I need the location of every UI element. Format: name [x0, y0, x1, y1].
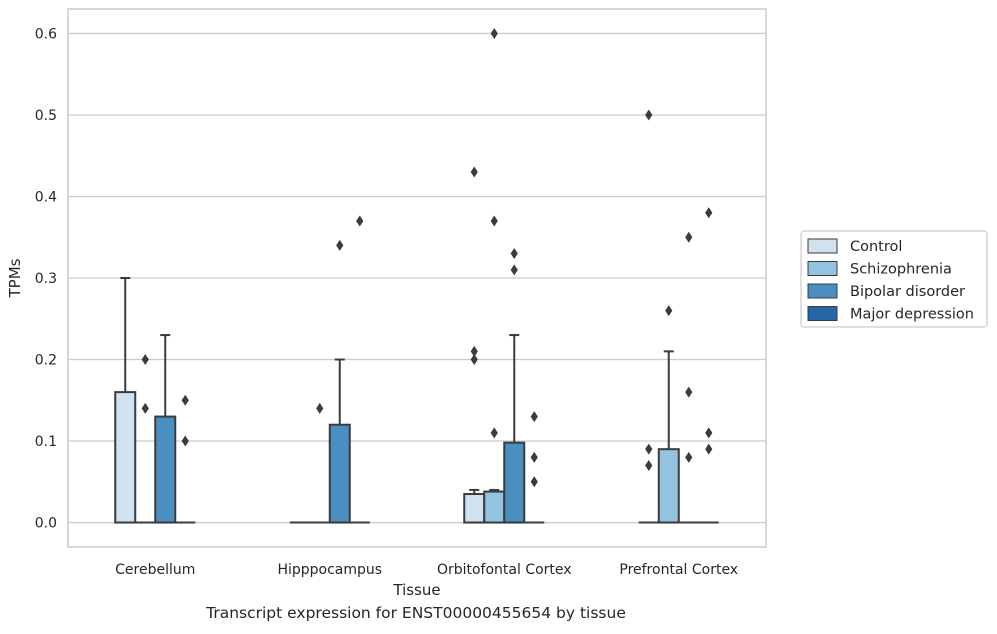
chart-caption: Transcript expression for ENST0000045565…: [206, 604, 626, 622]
legend-swatch: [807, 306, 838, 321]
outlier-point: [685, 231, 693, 243]
category-group: [463, 27, 545, 524]
legend-item: Major depression: [807, 306, 974, 323]
legend-label: Bipolar disorder: [850, 284, 965, 300]
y-tick-label: 0.4: [35, 189, 57, 205]
box-control: [114, 277, 137, 524]
x-tick-labels: Cerebellum Hipppocampus Orbitofontal Corte…: [115, 562, 738, 578]
outlier-point: [705, 427, 713, 439]
box-control: [463, 166, 486, 524]
x-tick-label: Hipppocampus: [277, 562, 382, 578]
legend-swatch: [807, 238, 838, 254]
box-body: [483, 490, 506, 524]
outlier-point: [470, 345, 478, 357]
outlier-point: [510, 248, 518, 260]
outlier-point: [470, 354, 478, 366]
legend-label: Schizophrenia: [850, 262, 952, 278]
outlier-point: [530, 451, 538, 463]
y-tick-labels: 0.0 0.1 0.2 0.3 0.4 0.5 0.6: [35, 26, 57, 531]
outlier-point: [645, 109, 653, 121]
box-schizophrenia: [483, 27, 506, 524]
box-schizophrenia: [657, 305, 680, 524]
outlier-point: [181, 435, 189, 447]
y-tick-label: 0.3: [35, 271, 57, 287]
outlier-point: [336, 239, 344, 251]
legend-item: Schizophrenia: [807, 261, 952, 278]
outlier-point: [316, 402, 324, 414]
box-body: [463, 493, 486, 524]
y-axis-label: TPMs: [6, 258, 24, 298]
outlier-point: [530, 411, 538, 423]
outlier-point: [510, 264, 518, 276]
legend-frame: [800, 230, 988, 328]
x-tick-label: Prefrontal Cortex: [619, 562, 738, 578]
outlier-point: [645, 459, 653, 471]
outlier-point: [141, 402, 149, 414]
outlier-point: [530, 476, 538, 488]
outlier-point: [645, 443, 653, 455]
box-body: [503, 441, 526, 524]
y-tick-label: 0.5: [35, 108, 57, 124]
legend: Control Schizophrenia Bipolar disorder Majo…: [800, 230, 988, 328]
outlier-point: [685, 386, 693, 398]
box-control: [638, 109, 659, 524]
legend-label: Major depression: [850, 307, 974, 323]
category-group: [289, 215, 370, 524]
box-major-depression: [349, 215, 370, 524]
outlier-point: [665, 305, 673, 317]
category-group: [114, 277, 196, 524]
outlier-point: [181, 394, 189, 406]
box-bipolar-disorder: [328, 239, 351, 524]
box-bipolar-disorder: [678, 231, 699, 524]
plot-frame: [67, 8, 767, 548]
outlier-point: [490, 215, 498, 227]
outlier-point: [141, 354, 149, 366]
y-tick-label: 0.2: [35, 353, 57, 369]
box-body: [657, 448, 680, 524]
legend-swatch: [807, 283, 838, 299]
x-axis-label: Tissue: [392, 581, 440, 599]
x-tick-label: Orbitofontal Cortex: [437, 562, 572, 578]
outlier-point: [490, 27, 498, 39]
box-major-depression: [524, 411, 545, 524]
box-bipolar-disorder: [503, 248, 526, 524]
box-schizophrenia: [135, 354, 156, 524]
legend-item: Control: [807, 238, 902, 255]
box-body: [114, 391, 137, 524]
legend-label: Control: [850, 239, 902, 255]
legend-swatch: [807, 261, 838, 276]
box-plot-chart: 0.0 0.1 0.2 0.3 0.4 0.5 0.6 Cerebellum Hipppoca…: [6, 8, 988, 599]
box-major-depression: [698, 207, 719, 524]
box-schizophrenia: [309, 402, 330, 524]
outlier-point: [470, 166, 478, 178]
box-bipolar-disorder: [154, 334, 177, 524]
y-tick-label: 0.1: [35, 434, 57, 450]
outlier-point: [490, 427, 498, 439]
outlier-point: [705, 443, 713, 455]
outlier-point: [685, 451, 693, 463]
y-tick-label: 0.6: [35, 26, 57, 42]
box-groups: [114, 27, 719, 524]
outlier-point: [356, 215, 364, 227]
box-body: [154, 415, 177, 524]
y-tick-label: 0.0: [35, 516, 57, 532]
category-group: [638, 109, 719, 524]
x-tick-label: Cerebellum: [115, 562, 195, 578]
outlier-point: [705, 207, 713, 219]
box-body: [328, 423, 351, 524]
box-major-depression: [175, 394, 196, 524]
legend-item: Bipolar disorder: [807, 283, 965, 300]
